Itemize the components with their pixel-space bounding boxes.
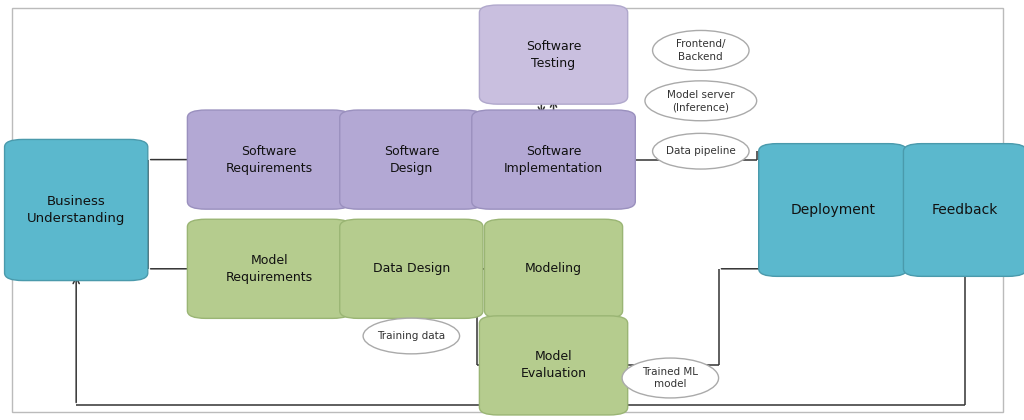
Text: Feedback: Feedback (932, 203, 998, 217)
Text: Software
Implementation: Software Implementation (504, 144, 603, 175)
FancyBboxPatch shape (4, 139, 147, 281)
Text: Data Design: Data Design (373, 262, 450, 275)
Ellipse shape (652, 31, 749, 70)
FancyBboxPatch shape (187, 110, 351, 209)
Text: Frontend/
Backend: Frontend/ Backend (676, 39, 726, 62)
Text: Software
Testing: Software Testing (526, 39, 582, 70)
FancyBboxPatch shape (340, 110, 483, 209)
Text: Trained ML
model: Trained ML model (642, 367, 698, 389)
Ellipse shape (645, 81, 757, 121)
FancyBboxPatch shape (472, 110, 635, 209)
FancyBboxPatch shape (903, 144, 1024, 276)
Text: Modeling: Modeling (525, 262, 582, 275)
FancyBboxPatch shape (759, 144, 907, 276)
Text: Software
Design: Software Design (384, 144, 439, 175)
Text: Data pipeline: Data pipeline (666, 146, 735, 156)
FancyBboxPatch shape (479, 5, 628, 104)
Text: Model server
(Inference): Model server (Inference) (667, 89, 734, 112)
Ellipse shape (364, 318, 460, 354)
Text: Model
Evaluation: Model Evaluation (520, 350, 587, 381)
Text: Model
Requirements: Model Requirements (225, 254, 312, 284)
FancyBboxPatch shape (340, 219, 483, 318)
Text: Software
Requirements: Software Requirements (225, 144, 312, 175)
FancyBboxPatch shape (479, 316, 628, 415)
Text: Deployment: Deployment (791, 203, 876, 217)
Ellipse shape (652, 134, 749, 169)
Text: Training data: Training data (377, 331, 445, 341)
Ellipse shape (623, 358, 719, 398)
Text: Business
Understanding: Business Understanding (27, 195, 125, 225)
FancyBboxPatch shape (484, 219, 623, 318)
FancyBboxPatch shape (187, 219, 351, 318)
